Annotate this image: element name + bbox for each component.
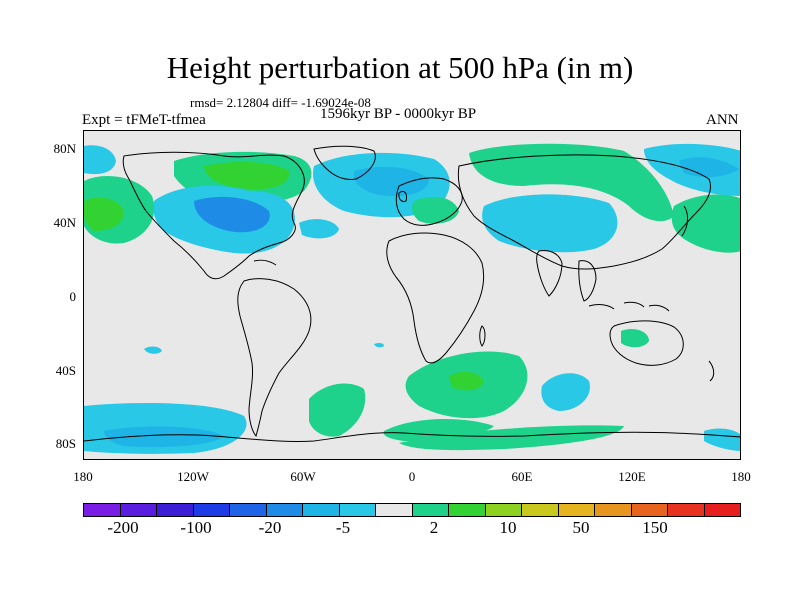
coast-japan — [681, 205, 688, 237]
anomaly-region-small-tropic-neg — [144, 346, 162, 354]
colorbar-cell-7 — [338, 503, 375, 517]
colorbar-cell-5 — [265, 503, 302, 517]
colorbar-label-10: 10 — [499, 518, 517, 537]
anomaly-region-antarctic-right-neg — [704, 428, 740, 451]
anomaly-region-spacific-pos — [309, 383, 366, 437]
anomaly-region-southatlantic-pos-core — [449, 371, 484, 391]
period-label: 1596kyr BP - 0000kyr BP — [320, 106, 477, 122]
experiment-label: Expt = tFMeT-tfmea — [82, 112, 206, 128]
colorbar-cell-17 — [703, 503, 741, 517]
anomaly-region-asia-neg — [482, 194, 618, 253]
colorbar-cell-8 — [375, 503, 412, 517]
coast-north-america — [122, 151, 305, 280]
anomaly-fields — [84, 143, 740, 454]
anomaly-region-natlantic-neg-core — [353, 166, 429, 197]
anomaly-region-antarctic-coast-pos — [399, 425, 624, 451]
coast-madagascar — [479, 325, 486, 347]
coast-antarctica — [84, 431, 740, 443]
colorbar-cell-4 — [229, 503, 266, 517]
y-axis-label-80s: 80S — [55, 436, 76, 451]
colorbar-cell-1 — [119, 503, 156, 517]
map-svg — [84, 143, 740, 454]
x-axis-label-180-right: 180 — [731, 469, 751, 484]
colorbar-label-50: 50 — [572, 518, 590, 537]
coast-caribbean — [253, 259, 277, 266]
colorbar-cell-3 — [192, 503, 229, 517]
colorbar-cell-12 — [521, 503, 558, 517]
y-axis-label-40s: 40S — [55, 363, 76, 378]
coast-europe — [395, 177, 463, 226]
plot-title: Height perturbation at 500 hPa (in m) — [166, 50, 634, 85]
colorbar-label-150: 150 — [642, 518, 668, 537]
anomaly-region-europe-pos — [411, 196, 459, 224]
colorbar-cell-2 — [156, 503, 193, 517]
anomaly-region-epacific-pos — [671, 194, 740, 253]
x-axis-label-180-left: 180 — [73, 469, 93, 484]
coast-africa — [386, 232, 485, 364]
coast-new-zealand — [708, 360, 715, 382]
rmsd-label: rmsd= 2.12804 diff= -1.69024e-08 — [190, 95, 371, 110]
colorbar-cell-6 — [302, 503, 339, 517]
y-axis-label-0: 0 — [69, 289, 77, 304]
colorbar-cell-13 — [557, 503, 594, 517]
coast-australia — [609, 320, 684, 366]
anomaly-region-namerica-neg-core — [194, 196, 270, 233]
coast-indonesia — [588, 301, 670, 312]
anomaly-region-australia-pos — [621, 329, 649, 348]
anomaly-region-south-pacific-neg-core — [104, 426, 224, 448]
coast-se-asia — [578, 260, 597, 302]
x-axis-label-60w: 60W — [290, 469, 316, 484]
x-axis-label-0: 0 — [408, 469, 416, 484]
coast-uk — [398, 190, 407, 202]
colorbar-cell-0 — [83, 503, 120, 517]
anomaly-region-atlantic-small-neg — [299, 219, 339, 239]
anomaly-region-arctic-left-neg — [84, 145, 116, 175]
season-label: ANN — [706, 112, 739, 128]
coast-asia — [457, 154, 711, 270]
x-axis-label-120e: 120E — [618, 469, 646, 484]
map-panel — [83, 130, 741, 460]
anomaly-region-small-tropic-neg-2 — [374, 342, 384, 348]
y-axis-label-80n: 80N — [53, 141, 76, 156]
colorbar-label-neg20: -20 — [258, 518, 282, 537]
colorbar-label-neg5: -5 — [335, 518, 351, 537]
colorbar-cell-11 — [484, 503, 521, 517]
colorbar-cell-16 — [667, 503, 704, 517]
anomaly-region-sindian-neg — [541, 373, 590, 411]
colorbar-cell-10 — [448, 503, 485, 517]
colorbar-cell-14 — [594, 503, 631, 517]
coast-india — [536, 250, 563, 297]
colorbar-label-2: 2 — [429, 518, 439, 537]
colorbar-cell-15 — [630, 503, 667, 517]
coastlines — [84, 145, 740, 443]
coast-greenland — [313, 145, 376, 180]
y-axis-label-40n: 40N — [53, 215, 76, 230]
coast-south-america — [237, 278, 312, 438]
colorbar — [83, 503, 741, 517]
colorbar-cell-9 — [411, 503, 448, 517]
colorbar-label-neg100: -100 — [180, 518, 212, 537]
anomaly-region-kamchatka-neg-core — [679, 157, 739, 178]
anomaly-region-nwamerica-pos-core — [204, 161, 290, 190]
anomaly-region-siberia-pos — [469, 143, 674, 222]
colorbar-label-neg200: -200 — [107, 518, 139, 537]
x-axis-label-60e: 60E — [511, 469, 533, 484]
x-axis-label-120w: 120W — [177, 469, 209, 484]
anomaly-region-npacific-pos-core — [84, 197, 124, 231]
